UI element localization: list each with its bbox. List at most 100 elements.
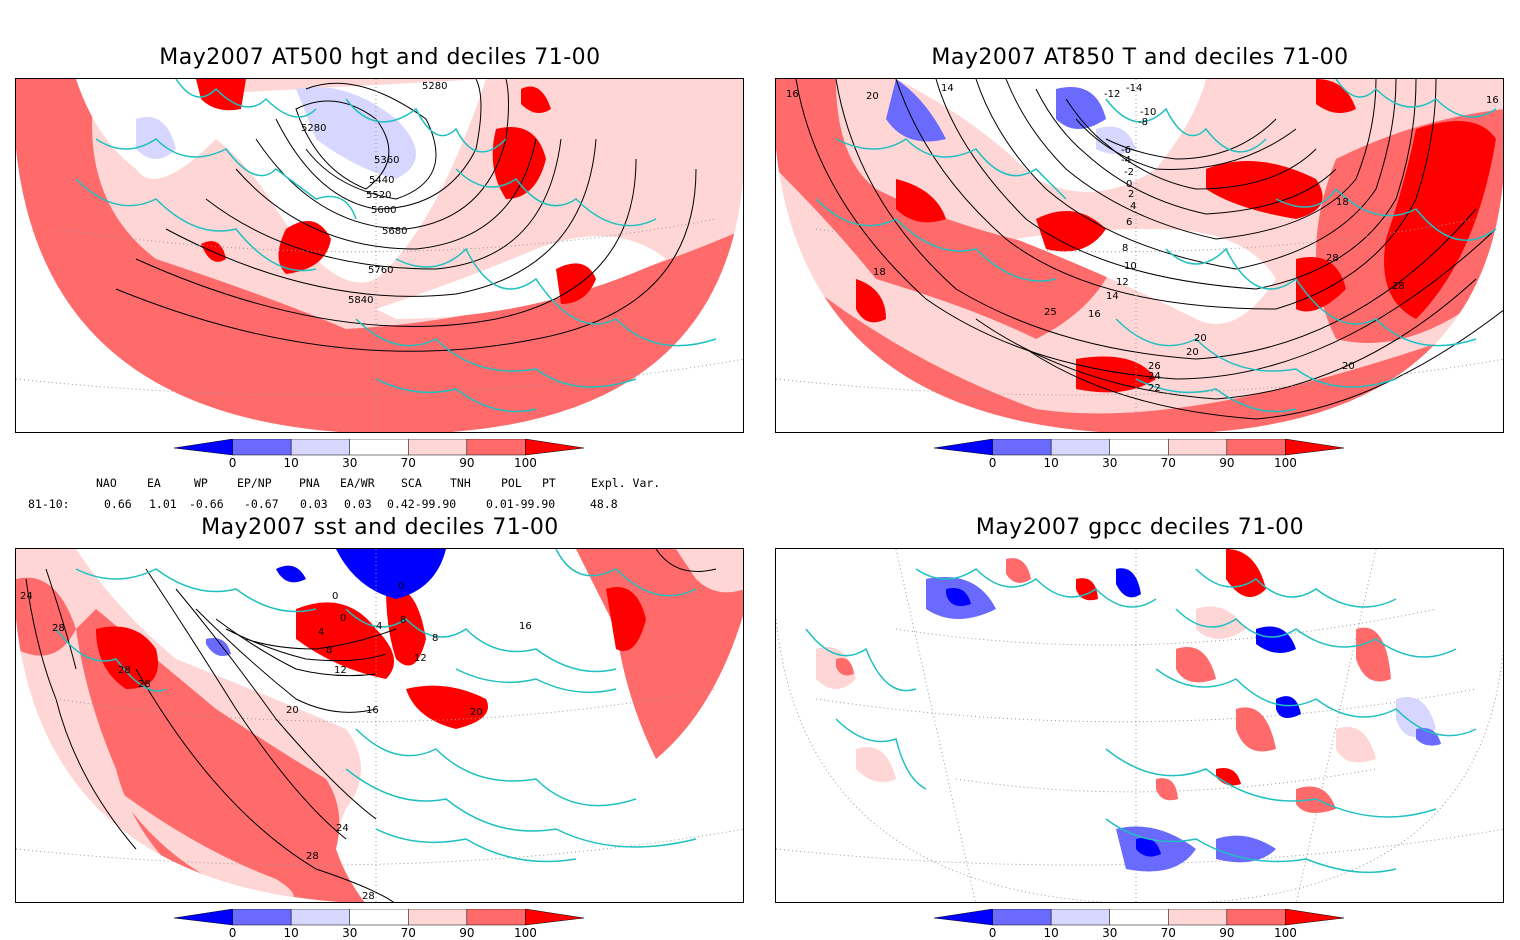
contour-label: -14 xyxy=(1126,83,1142,94)
colorbar-swatch xyxy=(1285,908,1345,926)
at500-contour-labels: 5280 5280 5360 5440 5520 5600 5680 5760 … xyxy=(301,81,447,306)
contour-label: 20 xyxy=(866,91,879,102)
contour-label: -12 xyxy=(1104,89,1120,100)
colorbar-swatch xyxy=(1226,438,1286,456)
contour-label: 24 xyxy=(20,591,33,602)
colorbar-swatch xyxy=(1285,438,1345,456)
index-row-label: 81-10: xyxy=(28,497,70,511)
colorbar-4: 0 10 30 70 90 100 xyxy=(933,908,1345,940)
contour-label: -4 xyxy=(1121,155,1131,166)
contour-label: 5600 xyxy=(371,205,396,216)
contour-label: 0 xyxy=(332,591,338,602)
colorbar-tick-label: 100 xyxy=(513,926,537,940)
index-value-eawr: 0.03 xyxy=(344,497,372,511)
map-panel-at500: 5280 5280 5360 5440 5520 5600 5680 5760 … xyxy=(15,78,744,433)
contour-label: 0 xyxy=(398,581,404,592)
contour-label: 18 xyxy=(1336,197,1349,208)
colorbar-tick-label: 90 xyxy=(459,456,475,470)
index-header-eawr: EA/WR xyxy=(340,476,375,490)
colorbar-tick-label: 30 xyxy=(342,926,358,940)
contour-label: 6 xyxy=(1126,217,1132,228)
contour-label: 28 xyxy=(52,623,65,634)
at850-map: 16 20 14 -14 -12 -10 -8 -6 -4 -2 0 2 4 6… xyxy=(776,79,1503,432)
colorbar-swatches xyxy=(933,438,1345,456)
contour-label: 5360 xyxy=(374,155,399,166)
contour-label: 5840 xyxy=(348,295,373,306)
contour-label: 28 xyxy=(118,665,131,676)
at500-map: 5280 5280 5360 5440 5520 5600 5680 5760 … xyxy=(16,79,743,432)
contour-label: 5520 xyxy=(366,190,391,201)
contour-label: 26 xyxy=(1148,361,1161,372)
colorbar-tick-label: 100 xyxy=(513,456,537,470)
colorbar-tick-label: 90 xyxy=(1219,926,1235,940)
contour-label: 2 xyxy=(1128,189,1134,200)
colorbar-swatch xyxy=(1109,438,1169,456)
colorbar-swatch xyxy=(1050,908,1110,926)
colorbar-tick-label: 10 xyxy=(1043,456,1059,470)
contour-label: -2 xyxy=(1124,167,1134,178)
contour-label: 20 xyxy=(1342,361,1355,372)
contour-label: 28 xyxy=(306,851,319,862)
colorbar-swatch xyxy=(933,908,993,926)
colorbar-swatch xyxy=(992,908,1052,926)
index-header-pt: PT xyxy=(542,476,556,490)
colorbar-tick-label: 100 xyxy=(1273,456,1297,470)
index-value-epnp: -0.67 xyxy=(244,497,279,511)
colorbar-swatch xyxy=(466,908,526,926)
colorbar-tick-label: 90 xyxy=(1219,456,1235,470)
colorbar-swatch xyxy=(349,438,409,456)
colorbar-tick-label: 10 xyxy=(283,926,299,940)
sst-map: 24 28 0 0 4 0 4 8 8 12 8 12 16 16 20 20 … xyxy=(16,549,743,902)
contour-label: -10 xyxy=(1140,107,1156,118)
index-value-pol: 0.01-99.90 xyxy=(486,497,556,511)
colorbar-swatches xyxy=(933,908,1345,926)
contour-label: 24 xyxy=(336,823,349,834)
contour-label: 5680 xyxy=(382,226,407,237)
contour-label: 8 xyxy=(326,645,332,656)
index-header-epnp: EP/NP xyxy=(237,476,272,490)
index-value-sca: 0.42-99.90 xyxy=(387,497,457,511)
contour-label: 28 xyxy=(1326,253,1339,264)
contour-label: 5440 xyxy=(369,175,394,186)
contour-label: 5280 xyxy=(422,81,447,92)
panel4-title: May2007 gpcc deciles 71-00 xyxy=(975,515,1305,540)
colorbar-tick-label: 70 xyxy=(1160,456,1176,470)
colorbar-tick-label: 30 xyxy=(1102,926,1118,940)
contour-label: 28 xyxy=(362,891,375,902)
contour-label: 14 xyxy=(1106,291,1119,302)
colorbar-swatch xyxy=(992,438,1052,456)
colorbar-tick-label: 70 xyxy=(400,926,416,940)
colorbar-tick-label: 0 xyxy=(988,926,997,940)
contour-label: 16 xyxy=(1486,95,1499,106)
panel2-title: May2007 AT850 T and deciles 71-00 xyxy=(931,45,1349,70)
colorbar-swatch xyxy=(1109,908,1169,926)
contour-label: 20 xyxy=(286,705,299,716)
colorbar-swatches xyxy=(173,438,585,456)
index-header-explvar: Expl. Var. xyxy=(591,476,661,490)
gpcc-map xyxy=(776,549,1503,902)
contour-label: 10 xyxy=(1124,261,1137,272)
contour-label: 28 xyxy=(138,679,151,690)
colorbar-tick-label: 0 xyxy=(228,456,237,470)
index-header-nao: NAO xyxy=(96,476,117,490)
colorbar-swatch xyxy=(1050,438,1110,456)
colorbar-tick-label: 0 xyxy=(228,926,237,940)
contour-label: 0 xyxy=(340,613,346,624)
contour-label: 8 xyxy=(400,615,406,626)
colorbar-tick-label: 90 xyxy=(459,926,475,940)
index-value-ea: 1.01 xyxy=(149,497,177,511)
index-header-wp: WP xyxy=(194,476,208,490)
map-panel-gpcc xyxy=(775,548,1504,903)
index-value-wp: -0.66 xyxy=(189,497,224,511)
colorbar-swatch xyxy=(1168,438,1228,456)
index-value-explvar: 48.8 xyxy=(590,497,618,511)
contour-label: 4 xyxy=(318,627,324,638)
contour-label: 5280 xyxy=(301,123,326,134)
contour-label: 16 xyxy=(366,705,379,716)
contour-label: 16 xyxy=(1088,309,1101,320)
colorbar-swatch xyxy=(290,438,350,456)
colorbar-tick-label: 30 xyxy=(342,456,358,470)
colorbar-swatch xyxy=(933,438,993,456)
colorbar-swatch xyxy=(466,438,526,456)
map-panel-at850: 16 20 14 -14 -12 -10 -8 -6 -4 -2 0 2 4 6… xyxy=(775,78,1504,433)
